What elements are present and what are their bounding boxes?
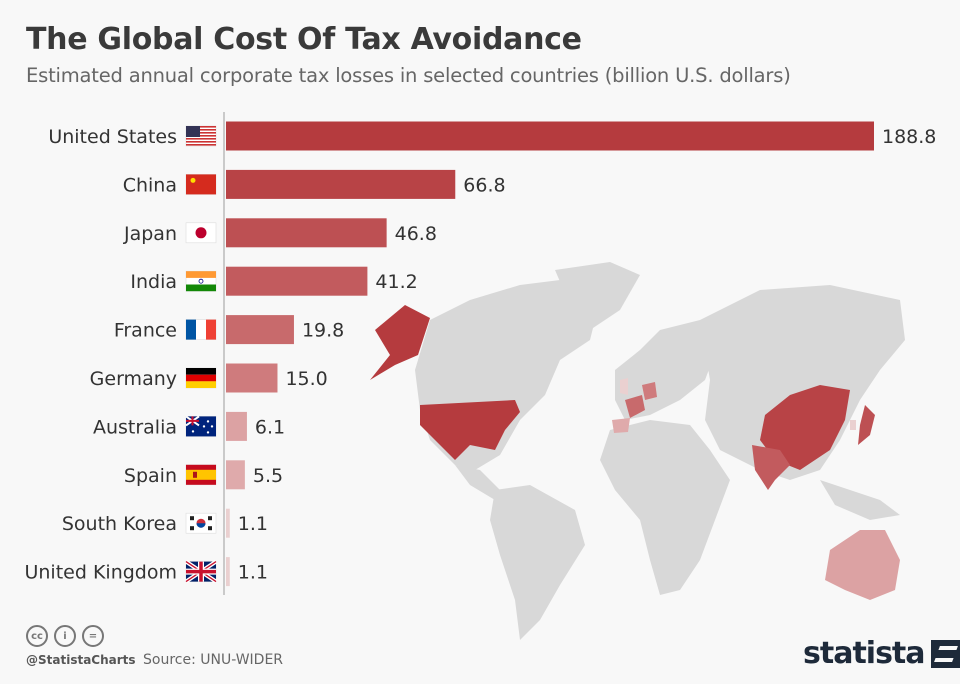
- cn-flag-icon: [185, 174, 217, 195]
- map-africa: [600, 420, 730, 595]
- nd-icon: =: [82, 625, 104, 647]
- value-label: 15.0: [285, 368, 327, 390]
- bar[interactable]: [226, 169, 456, 199]
- map-southeast-asia: [820, 480, 900, 520]
- bar[interactable]: [226, 508, 230, 538]
- gb-flag-icon: [184, 559, 218, 584]
- value-label: 66.8: [463, 174, 505, 196]
- bar-row: France 19.8: [114, 315, 344, 345]
- value-label: 188.8: [882, 126, 936, 148]
- value-label: 41.2: [375, 271, 417, 293]
- value-label: 1.1: [238, 513, 268, 535]
- in-flag-icon: [185, 270, 217, 292]
- bar[interactable]: [226, 557, 230, 587]
- statista-logo[interactable]: statista: [803, 636, 960, 671]
- bar[interactable]: [226, 411, 247, 441]
- logo-text: statista: [803, 636, 926, 671]
- value-label: 19.8: [302, 320, 344, 342]
- map-united-states: [420, 400, 520, 460]
- chart-title: The Global Cost Of Tax Avoidance: [26, 22, 582, 57]
- bar-row: United Kingdom 1.1: [24, 557, 268, 587]
- footer-source: Source: UNU-WIDER: [143, 652, 284, 668]
- category-label: France: [114, 320, 177, 342]
- license-icons: cc i =: [26, 625, 104, 647]
- category-label: South Korea: [62, 513, 177, 535]
- bar-row: Australia 6.1: [93, 411, 285, 441]
- map-germany: [642, 382, 657, 400]
- value-label: 5.5: [253, 465, 283, 487]
- map-uk: [620, 378, 628, 395]
- by-icon: i: [54, 625, 76, 647]
- bar-row: India 41.2: [130, 266, 418, 296]
- map-europe: [615, 320, 720, 420]
- map-japan: [858, 405, 875, 445]
- fr-flag-icon: [185, 319, 217, 340]
- bar-row: United States 188.8: [48, 121, 936, 151]
- map-india: [752, 445, 790, 490]
- bar-row: South Korea 1.1: [62, 508, 268, 538]
- category-label: India: [130, 271, 177, 293]
- bar[interactable]: [226, 363, 278, 393]
- map-france: [625, 395, 645, 418]
- au-flag-icon: [185, 415, 217, 437]
- map-australia: [825, 530, 900, 600]
- footer-handle[interactable]: @StatistaCharts: [26, 653, 136, 667]
- bar[interactable]: [226, 266, 368, 296]
- es-flag-icon: [185, 464, 217, 486]
- chart-subtitle: Estimated annual corporate tax losses in…: [26, 64, 791, 87]
- category-label: Germany: [90, 368, 177, 390]
- map-greenland: [555, 262, 640, 330]
- jp-flag-icon: [185, 222, 217, 244]
- bar-row: Germany 15.0: [90, 363, 328, 393]
- statista-logo-mark-icon: [930, 639, 960, 668]
- bar[interactable]: [226, 121, 874, 151]
- bar[interactable]: [226, 460, 245, 490]
- map-central-america: [455, 465, 500, 500]
- map-south-korea: [850, 420, 856, 430]
- bar-row: Spain 5.5: [124, 460, 283, 490]
- map-alaska: [370, 305, 430, 380]
- value-label: 6.1: [255, 416, 285, 438]
- bar-row: China 66.8: [123, 169, 506, 199]
- category-label: United States: [48, 126, 177, 148]
- category-label: China: [123, 174, 177, 196]
- map-asia: [700, 285, 905, 480]
- category-label: Australia: [93, 416, 177, 438]
- map-south-america: [490, 485, 585, 640]
- kr-flag-icon: [185, 512, 217, 534]
- value-label: 1.1: [238, 562, 268, 584]
- category-label: Spain: [124, 465, 177, 487]
- map-china: [760, 385, 850, 470]
- bar-row: Japan 46.8: [123, 218, 437, 248]
- category-label: United Kingdom: [24, 562, 177, 584]
- us-flag-icon: [185, 125, 217, 147]
- bar[interactable]: [226, 315, 294, 345]
- value-label: 46.8: [395, 223, 437, 245]
- map-spain: [612, 418, 630, 433]
- bar[interactable]: [226, 218, 387, 248]
- category-label: Japan: [123, 223, 177, 245]
- cc-icon: cc: [26, 625, 48, 647]
- de-flag-icon: [185, 367, 217, 389]
